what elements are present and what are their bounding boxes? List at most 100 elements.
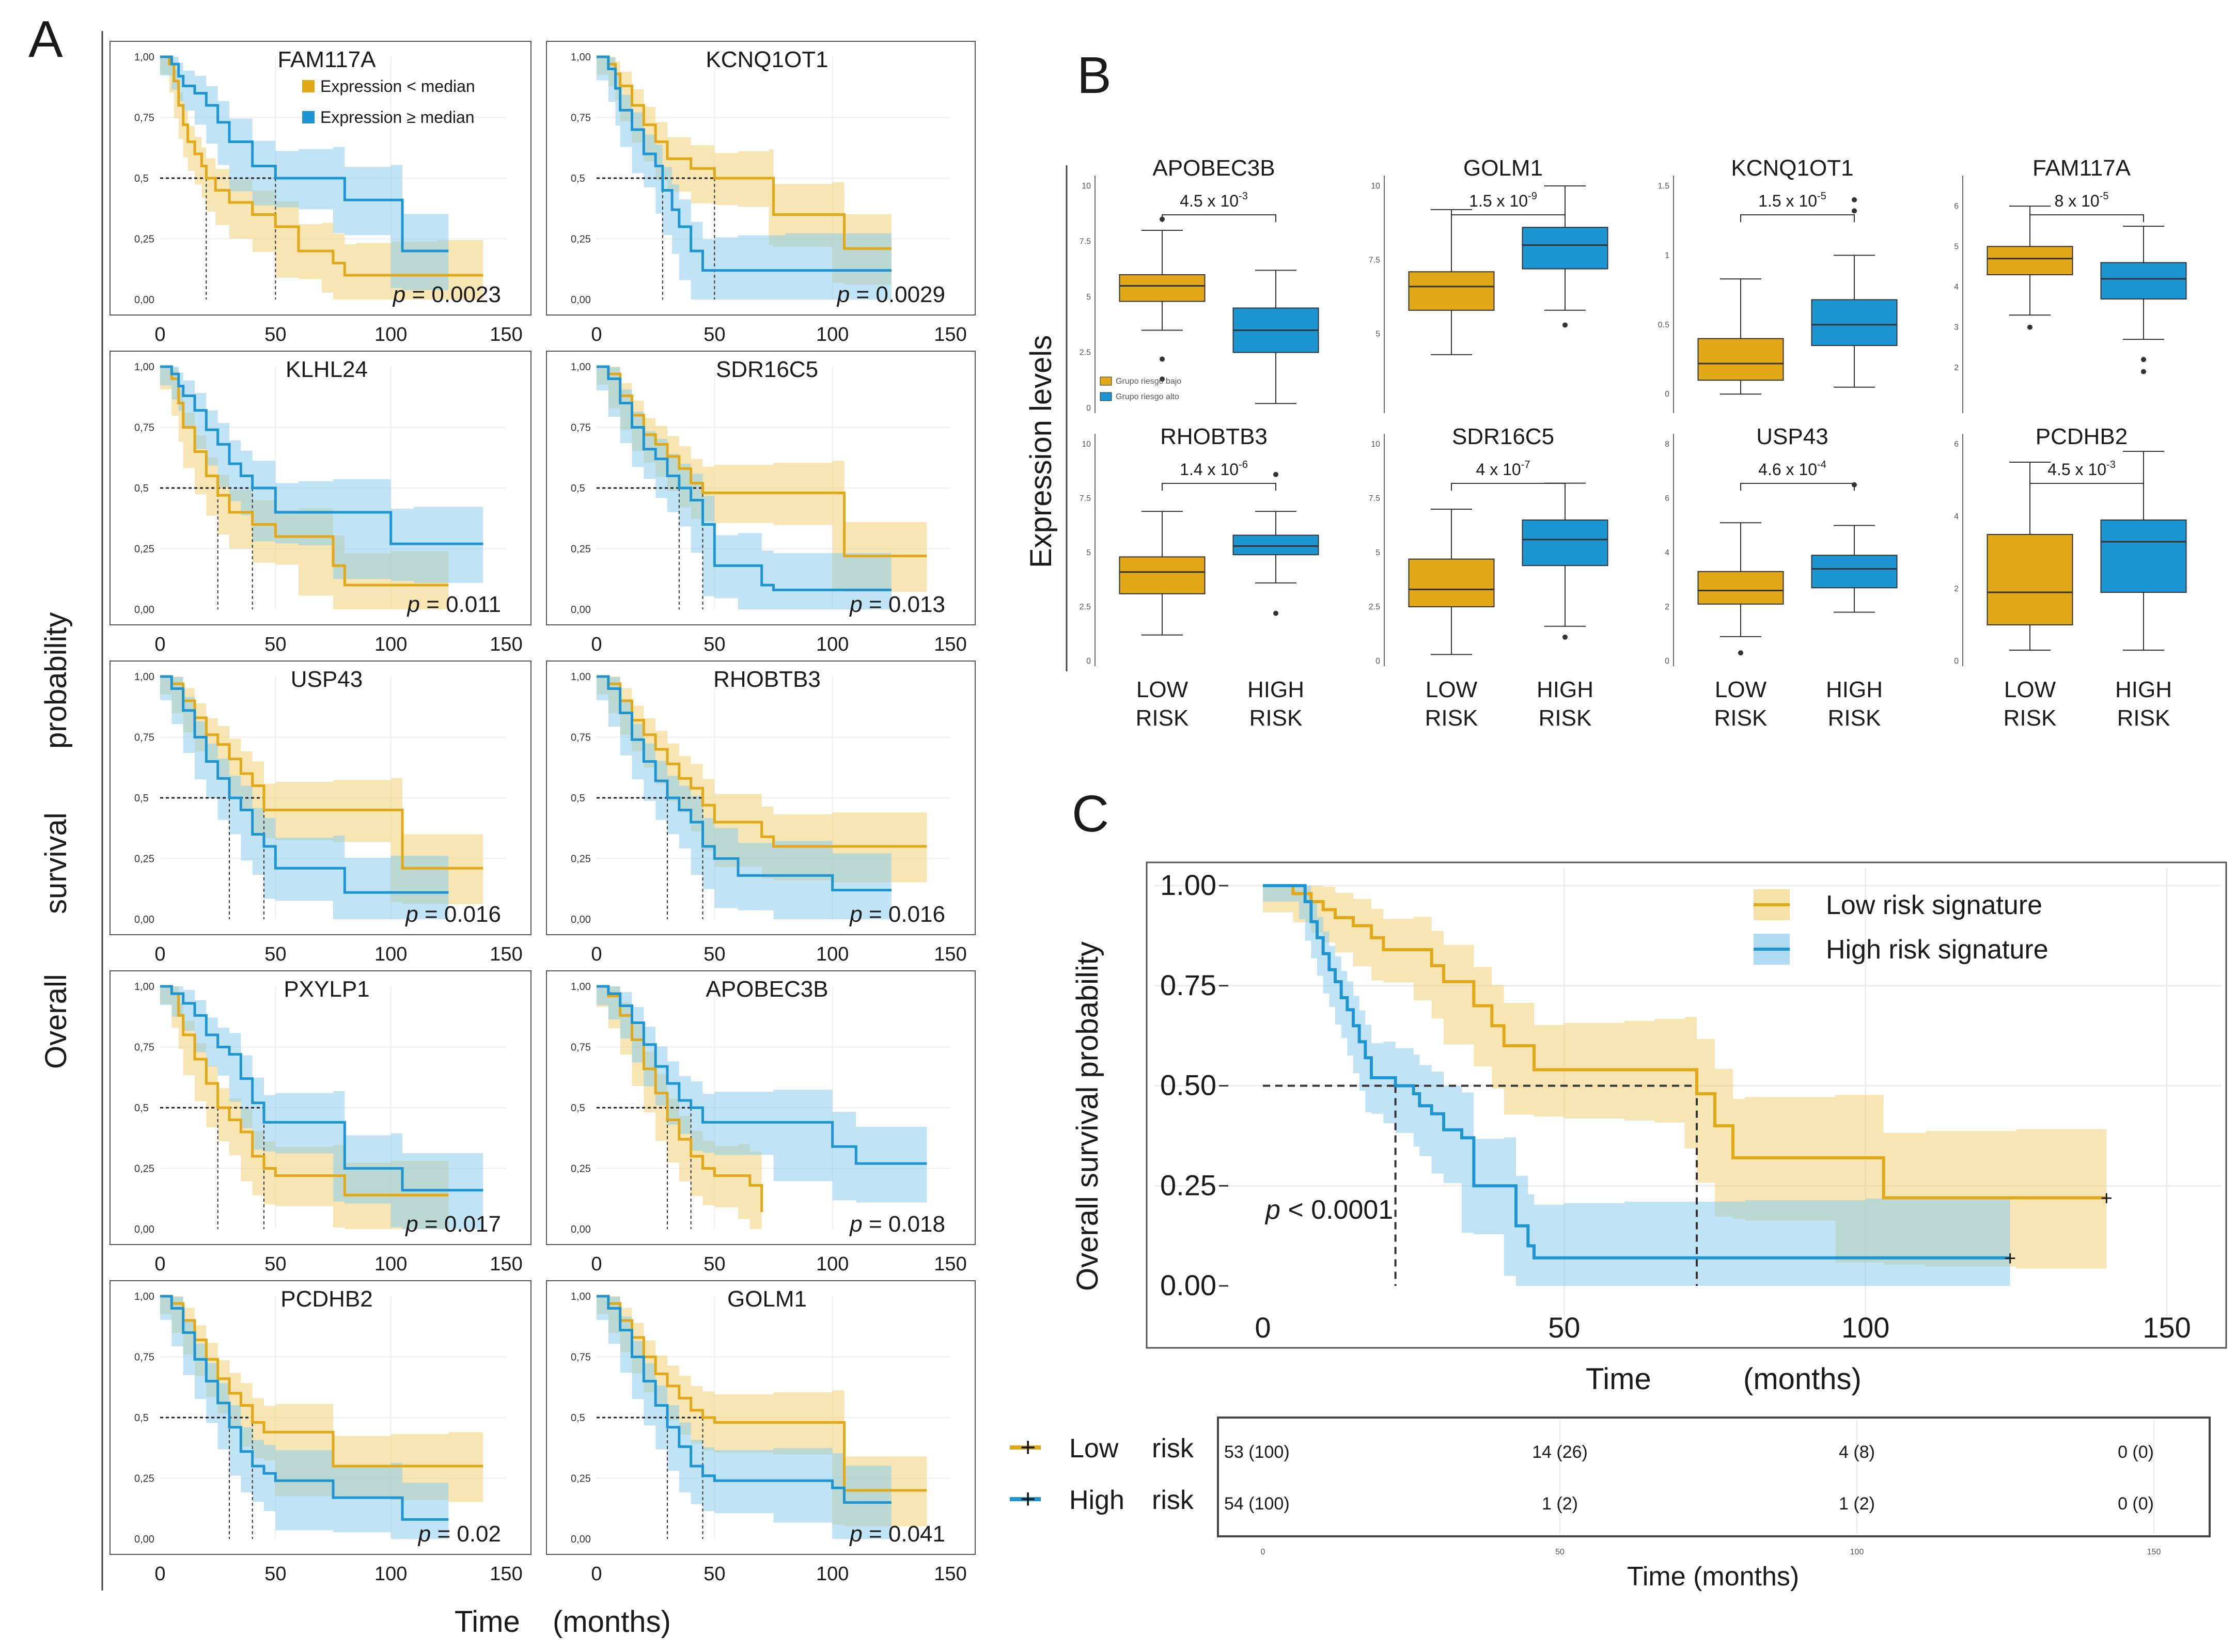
box-title: RHOBTB3	[1160, 424, 1268, 449]
box-y-tick: 6	[1954, 440, 1959, 449]
box-low	[1119, 556, 1206, 594]
legend-low-label: Low risk signature	[1826, 890, 2042, 920]
box-y-tick: 2	[1954, 364, 1959, 372]
y-tick-label: 0,00	[571, 604, 591, 616]
x-tick-label: 150	[490, 943, 522, 965]
y-tick-label: 1,00	[571, 361, 591, 373]
risk-cell-low: 0 (0)	[2118, 1442, 2154, 1462]
box-p-value: 4.6 x 10-4	[1758, 459, 1826, 479]
box-low	[1697, 338, 1784, 381]
boxplot-apobec3b: 0 2.5 5 7.5 10 APOBEC3B 4.5 x 10-3 Grupo riesgo…	[1080, 155, 1319, 413]
p-value: p = 0.011	[406, 592, 501, 617]
km-curve-high	[597, 55, 892, 272]
ci-band-high	[597, 986, 927, 1203]
km-curve-high	[160, 365, 483, 545]
x-tick-label: 50	[264, 324, 286, 345]
legend-high-label: High risk signature	[1826, 935, 2049, 965]
category-label-low: RISK	[1714, 705, 1768, 731]
ci-band-high	[160, 57, 449, 290]
y-tick-label: 1,00	[134, 671, 154, 683]
box-title: APOBEC3B	[1152, 155, 1275, 181]
box-p-value: 4 x 10-7	[1476, 459, 1530, 479]
y-tick-label: 1,00	[134, 1291, 154, 1302]
box-p-value: 1.5 x 10-9	[1469, 191, 1537, 210]
y-tick-label: 0,00	[134, 914, 154, 925]
outlier-point	[1562, 634, 1568, 640]
box-y-tick: 7.5	[1080, 238, 1091, 246]
box-y-tick: 3	[1954, 323, 1959, 332]
x-tick-label: 50	[703, 634, 725, 655]
risk-table-cells: 53 (100) 14 (26) 4 (8) 0 (0) 54 (100) 1 (2) 1 …	[1224, 1420, 2161, 1556]
km-plot-apobec3b: APOBEC3B p = 0.018 1,00 0,75 0,5 0,25 0,00 0 50 1…	[546, 970, 976, 1275]
box-y-tick: 4	[1954, 282, 1959, 291]
y-tick-label: 0,75	[571, 1352, 591, 1363]
risk-cell-high: 0 (0)	[2118, 1494, 2154, 1514]
outlier-point	[1852, 197, 1857, 202]
km-plot-title: RHOBTB3	[713, 667, 821, 692]
x-tick-label: 50	[264, 943, 286, 965]
x-tick-label: 0	[591, 324, 602, 345]
box-low	[1987, 246, 2073, 276]
outlier-point	[2027, 324, 2032, 330]
y-tick-label: 0,25	[571, 234, 591, 245]
km-curve-low	[160, 365, 449, 587]
y-tick-label: 0,25	[134, 1473, 154, 1485]
box-title: GOLM1	[1463, 155, 1543, 181]
box-y-tick: 7.5	[1369, 494, 1380, 503]
x-tick-label: 50	[264, 1253, 286, 1275]
box-p-value: 4.5 x 10-3	[1180, 191, 1248, 210]
y-tick-label: 1,00	[134, 361, 154, 373]
x-tick-label: 100	[374, 324, 407, 345]
panel-a-survival-grid: FAM117A p = 0.0023 1,00 0,75 0,5 0,25 0,00 0 50 1…	[110, 41, 976, 1585]
risk-cell-high: 1 (2)	[1839, 1494, 1875, 1514]
risk-cell-high: 54 (100)	[1224, 1494, 1290, 1514]
box-y-tick: 0	[1954, 657, 1959, 666]
x-tick-label: 150	[934, 1563, 966, 1585]
box-y-tick: 1.5	[1658, 182, 1669, 191]
box-y-tick: 0.5	[1658, 321, 1669, 329]
panel-b-boxplots: 0 2.5 5 7.5 10 APOBEC3B 4.5 x 10-3 Grupo riesgo…	[1080, 155, 2187, 731]
x-tick-label: 150	[934, 1253, 966, 1275]
y-tick-label: 0,25	[134, 234, 154, 245]
b-legend-high-label: Grupo riesgo alto	[1116, 392, 1179, 401]
box-y-tick: 10	[1371, 182, 1380, 191]
p-value: p = 0.0029	[836, 282, 945, 307]
p-value: p = 0.013	[849, 592, 945, 617]
risk-x-tick: 50	[1555, 1548, 1565, 1556]
km-curve-low	[597, 55, 892, 250]
x-tick-label: 0	[591, 1253, 602, 1275]
km-plot-kcnq1ot1: KCNQ1OT1 p = 0.0029 1,00 0,75 0,5 0,25 0,00 0 50…	[546, 41, 976, 345]
boxplot-golm1: 5 7.5 10 GOLM1 1.5 x 10-9	[1369, 155, 1608, 413]
box-y-tick: 2.5	[1369, 603, 1380, 611]
risk-cell-low: 14 (26)	[1532, 1442, 1588, 1462]
panel-a-ylabel-1: Overall	[39, 974, 73, 1069]
significance-bracket	[1740, 214, 1855, 222]
box-y-tick: 0	[1086, 404, 1091, 413]
y-tick-label: 0.00	[1160, 1269, 1216, 1301]
y-tick-label: 0,5	[571, 1412, 585, 1424]
y-tick-label: 0.25	[1160, 1169, 1216, 1201]
risk-high-label-1: High	[1069, 1485, 1124, 1515]
y-tick-label: 0,00	[571, 294, 591, 306]
km-plot-sdr16c5: SDR16C5 p = 0.013 1,00 0,75 0,5 0,25 0,00 0 50 10…	[546, 351, 976, 655]
x-tick-label: 100	[816, 634, 849, 655]
km-curve-low	[597, 985, 763, 1213]
box-low	[1987, 534, 2073, 625]
x-tick-label: 0	[154, 943, 165, 965]
risk-x-tick: 100	[1850, 1548, 1864, 1556]
box-y-tick: 5	[1375, 330, 1380, 339]
box-low	[1119, 274, 1206, 302]
risk-table: + Low risk + High risk 53 (100) 14 (26) 4 …	[1010, 1417, 2211, 1592]
category-label-high: HIGH	[1247, 677, 1304, 702]
outlier-point	[1273, 471, 1278, 477]
significance-bracket	[1162, 483, 1276, 491]
x-tick-label: 50	[703, 1253, 725, 1275]
risk-high-key-icon: +	[1020, 1484, 1036, 1514]
box-title: KCNQ1OT1	[1731, 155, 1853, 181]
box-high	[2100, 520, 2187, 593]
x-tick-label: 150	[490, 634, 522, 655]
y-tick-label: 1,00	[571, 671, 591, 683]
category-label-low: LOW	[1426, 677, 1478, 702]
y-tick-label: 0,00	[134, 1224, 154, 1235]
x-tick-label: 50	[703, 324, 725, 345]
